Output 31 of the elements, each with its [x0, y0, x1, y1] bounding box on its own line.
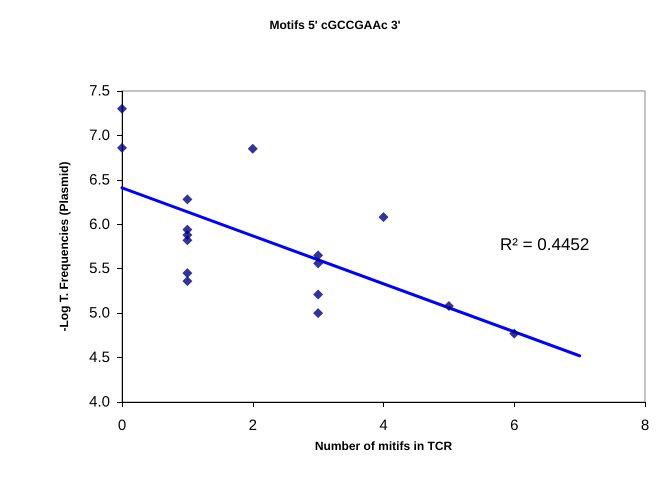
point [182, 268, 192, 278]
point [313, 289, 324, 300]
x-tick-label: 6 [510, 417, 518, 434]
point [117, 104, 127, 114]
point [117, 142, 127, 153]
y-tick-label: 6.0 [89, 216, 110, 233]
x-axis-title: Number of mitifs in TCR [314, 439, 452, 453]
point [182, 235, 192, 246]
x-tick-label: 4 [379, 417, 388, 434]
y-tick-label: 4.5 [89, 349, 110, 366]
y-tick-label: 5.0 [89, 304, 110, 322]
y-axis-title: -Log T. Frequencies (Plasmid) [57, 161, 71, 332]
y-tick-label: 6.5 [89, 171, 110, 188]
chart-title: Motifs 5' cGCCGAAc 3' [269, 18, 401, 32]
annotation: R² = 0.4452 [500, 235, 590, 254]
point [248, 144, 258, 154]
point [313, 308, 324, 318]
y-tick-label: 7.0 [89, 126, 110, 144]
x-tick-label: 0 [118, 417, 126, 434]
x-tick-label: 2 [248, 417, 257, 434]
point [378, 212, 388, 222]
point [444, 301, 454, 312]
point [509, 328, 520, 339]
x-tick-label: 8 [640, 417, 650, 434]
y-tick-label: 4.0 [89, 394, 110, 410]
y-tick-label: 7.5 [89, 82, 110, 100]
point [313, 250, 324, 260]
y-tick-label: 5.5 [89, 260, 110, 278]
point [182, 276, 192, 286]
point [313, 258, 324, 268]
point [182, 194, 192, 204]
